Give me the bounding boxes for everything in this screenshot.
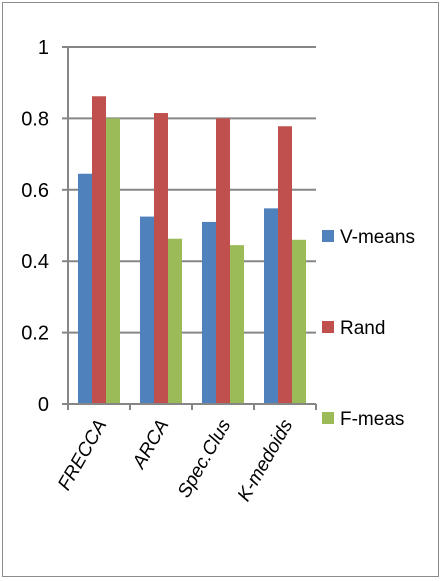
y-tick-label: 0.8: [21, 108, 49, 130]
bar-v-means-1: [78, 173, 92, 404]
x-tick-label: K-medoids: [234, 416, 298, 506]
bar-v-means-4: [264, 208, 278, 404]
axes: [62, 46, 317, 410]
legend-swatch: [322, 230, 334, 242]
legend: V-means Rand F-meas: [322, 227, 415, 430]
y-tick-label: 1: [38, 37, 49, 59]
x-tick-label: FRECCA: [54, 416, 111, 494]
bars: [78, 96, 306, 405]
y-tick-label: 0.4: [21, 251, 49, 273]
bar-rand-4: [278, 126, 292, 404]
x-tick-label: ARCA: [128, 416, 173, 473]
legend-label: F-meas: [340, 409, 404, 430]
legend-swatch: [322, 412, 334, 424]
bar-v-means-2: [140, 216, 154, 404]
x-tick-label: Spec.Clus: [174, 416, 236, 502]
bar-f-meas-2: [168, 238, 182, 404]
bar-f-meas-4: [292, 239, 306, 404]
legend-swatch: [322, 321, 334, 333]
legend-label: Rand: [340, 318, 385, 339]
bar-f-meas-3: [230, 245, 244, 404]
y-tick-label: 0: [38, 394, 49, 416]
bar-v-means-3: [202, 221, 216, 404]
bar-f-meas-1: [106, 118, 120, 405]
bar-rand-3: [216, 118, 230, 405]
bar-rand-2: [154, 113, 168, 405]
y-tick-labels: 0 0.2 0.4 0.6 0.8 1: [21, 37, 49, 416]
legend-label: V-means: [340, 227, 415, 248]
y-tick-label: 0.2: [21, 323, 49, 345]
bar-rand-1: [92, 96, 106, 405]
y-tick-label: 0.6: [21, 180, 49, 202]
